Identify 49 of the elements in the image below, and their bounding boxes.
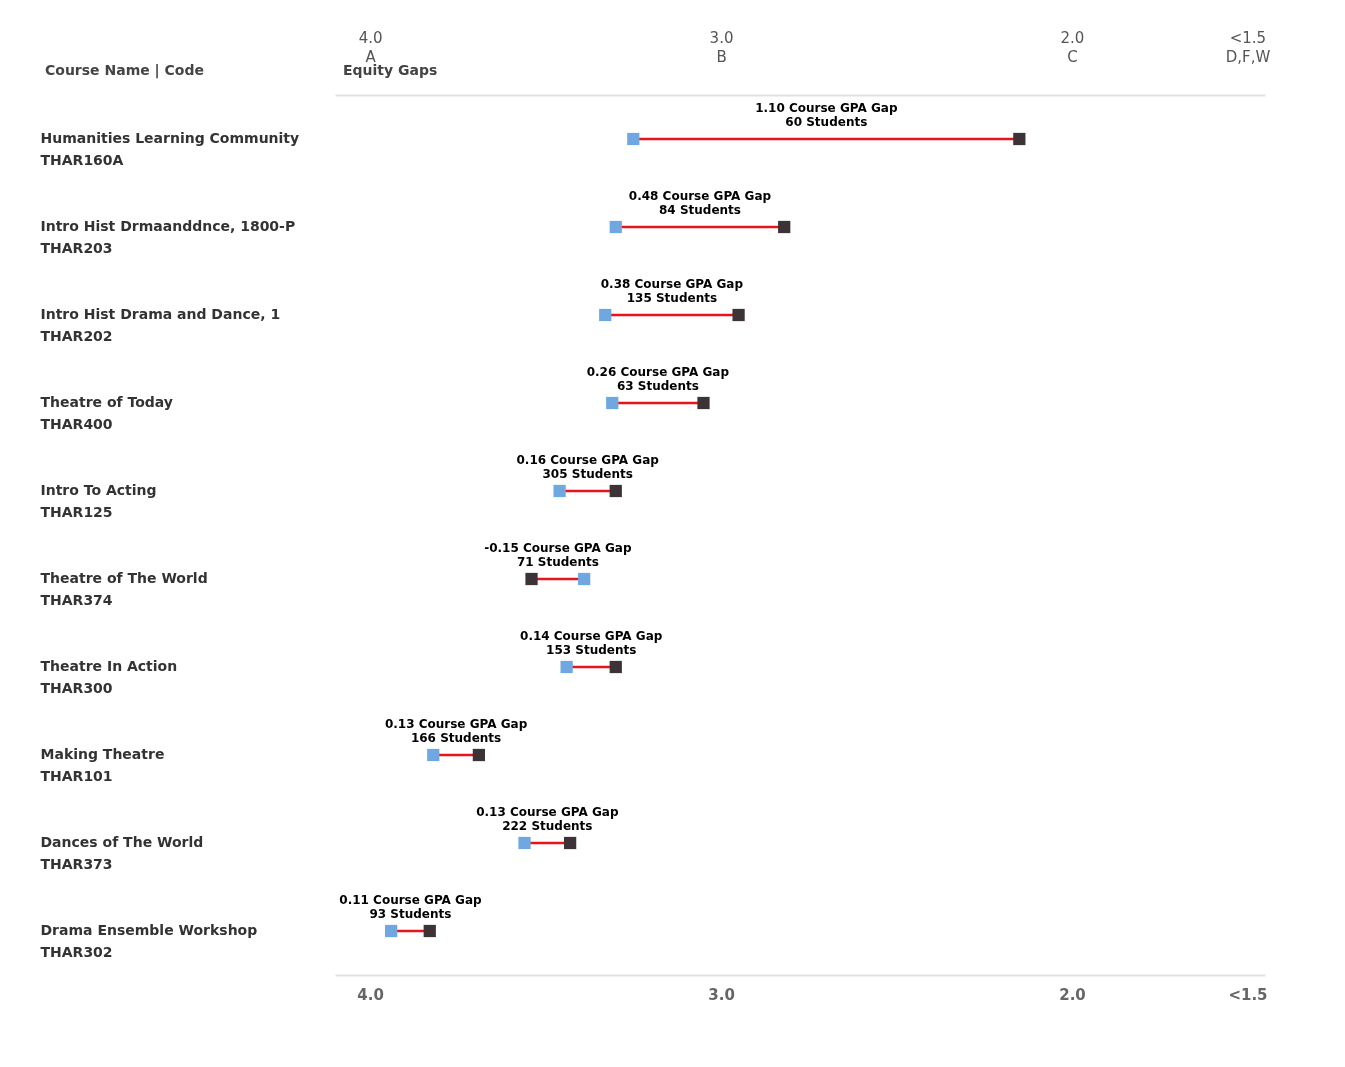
- y-tick-label: Intro To Acting THAR125: [40, 482, 157, 520]
- y-tick-label: Intro Hist Drmaanddnce, 1800-P THAR203: [40, 218, 296, 256]
- point: [385, 924, 398, 938]
- annotation: 0.38 Course GPA Gap 135 Students: [600, 277, 744, 305]
- point: [606, 396, 619, 410]
- x-tick-label: 2.0: [1059, 985, 1086, 1004]
- x2-tick-label: 2.0 C: [1060, 28, 1085, 66]
- y-tick-label: Humanities Learning Community THAR160A: [40, 130, 300, 168]
- annotation: 0.11 Course GPA Gap 93 Students: [339, 893, 483, 921]
- point: [423, 924, 436, 938]
- point: [627, 132, 640, 146]
- point: [697, 396, 710, 410]
- point: [599, 308, 612, 322]
- point: [525, 572, 538, 586]
- point: [778, 220, 791, 234]
- y-tick-label: Dances of The World THAR373: [40, 834, 204, 872]
- x-tick-label: 4.0: [357, 985, 384, 1004]
- y-tick-label: Making Theatre THAR101: [40, 746, 165, 784]
- point: [578, 572, 591, 586]
- point: [609, 660, 622, 674]
- annotation: -0.15 Course GPA Gap 71 Students: [484, 541, 632, 569]
- y-tick-label: Theatre of The World THAR374: [40, 570, 208, 608]
- point: [609, 484, 622, 498]
- point: [427, 748, 440, 762]
- annotation: 0.14 Course GPA Gap 153 Students: [520, 629, 663, 657]
- text: Equity Gaps: [343, 62, 438, 78]
- annotation: 0.16 Course GPA Gap 305 Students: [516, 453, 660, 481]
- y-tick-label: Drama Ensemble Workshop THAR302: [40, 922, 258, 960]
- annotation: 0.13 Course GPA Gap 166 Students: [384, 717, 528, 745]
- point: [518, 836, 531, 850]
- point: [732, 308, 745, 322]
- y-tick-label: Intro Hist Drama and Dance, 1 THAR202: [40, 306, 281, 344]
- annotation: 0.26 Course GPA Gap 63 Students: [586, 365, 730, 393]
- annotation: 0.48 Course GPA Gap 84 Students: [628, 189, 772, 217]
- point: [560, 660, 573, 674]
- x2-tick-label: 3.0 B: [709, 28, 734, 66]
- point: [564, 836, 577, 850]
- point: [609, 220, 622, 234]
- y-tick-label: Theatre of Today THAR400: [40, 394, 173, 432]
- text: Course Name | Code: [45, 62, 204, 79]
- point: [472, 748, 486, 762]
- y-tick-label: Theatre In Action THAR300: [40, 658, 178, 696]
- point: [1013, 132, 1026, 146]
- annotation: 1.10 Course GPA Gap 60 Students: [755, 101, 898, 129]
- x-tick-label: <1.5: [1228, 985, 1268, 1004]
- x-tick-label: 3.0: [708, 985, 735, 1004]
- point: [553, 484, 566, 498]
- x2-tick-label: <1.5 D,F,W: [1225, 28, 1271, 66]
- annotation: 0.13 Course GPA Gap 222 Students: [476, 805, 619, 833]
